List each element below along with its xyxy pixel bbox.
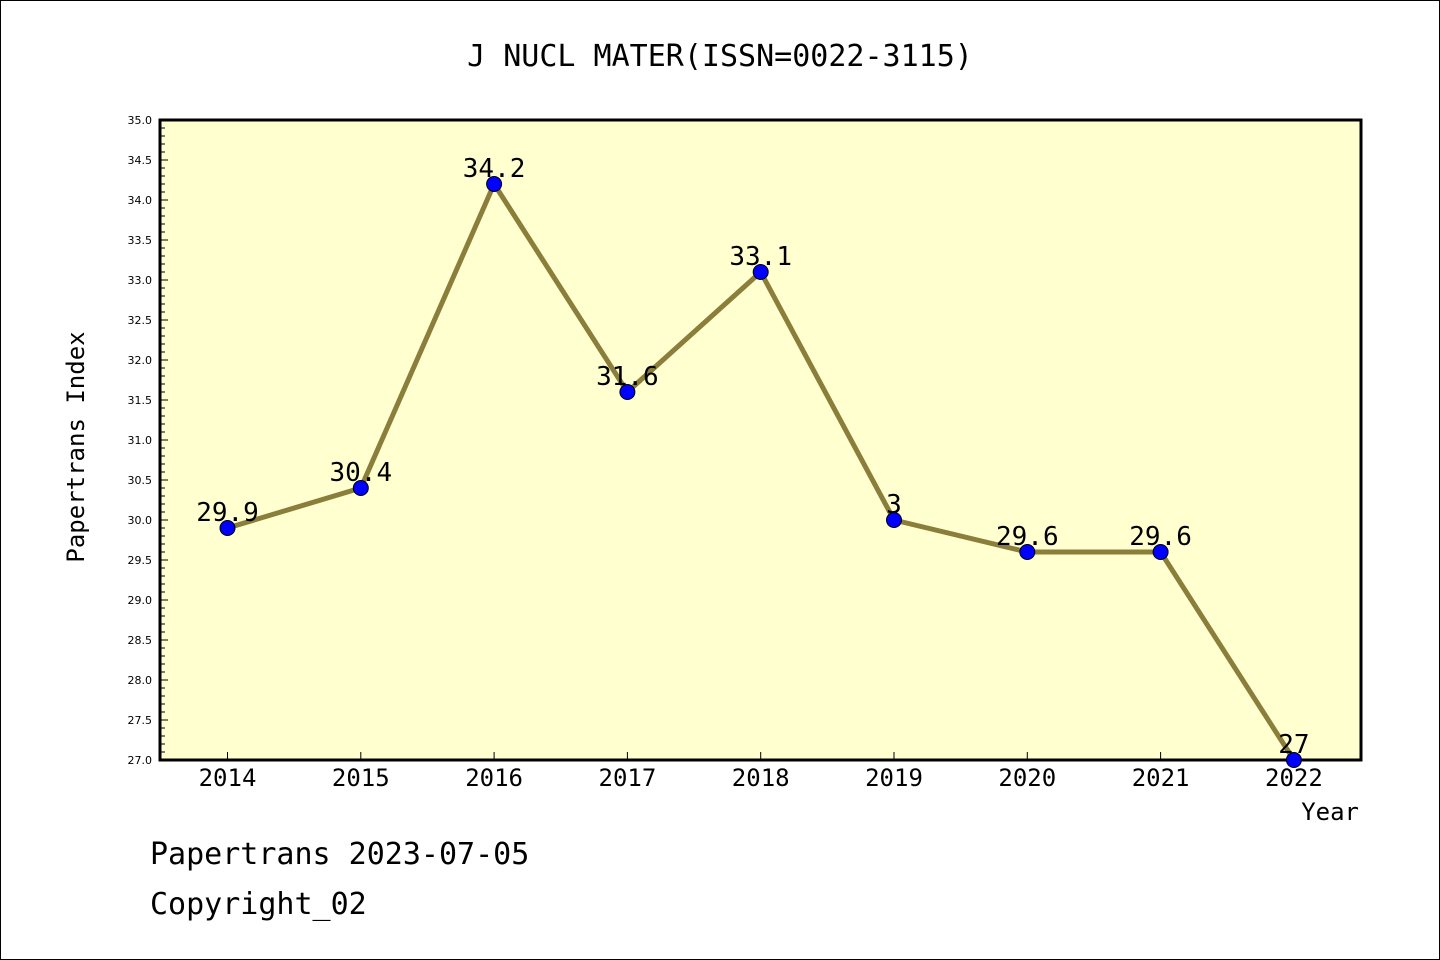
chart-title: J NUCL MATER(ISSN=0022-3115): [467, 39, 973, 74]
y-tick-label: 32.0: [128, 354, 153, 367]
x-tick-label: 2019: [865, 764, 923, 792]
data-point: [1019, 544, 1036, 560]
y-tick-label: 35.0: [128, 114, 153, 127]
data-points: [219, 176, 1302, 768]
data-point: [486, 176, 503, 192]
y-tick-label: 33.5: [128, 234, 153, 247]
data-point: [752, 264, 769, 280]
x-axis: 2014 2015 2016 2017 2018 2019 2020 2021 2022: [199, 752, 1323, 792]
data-label: 33.1: [729, 242, 792, 272]
y-tick-label: 31.5: [128, 394, 153, 407]
footer-date: Papertrans 2023-07-05: [150, 837, 529, 872]
x-tick-label: 2020: [998, 764, 1056, 792]
y-tick-label: 33.0: [128, 274, 153, 287]
y-tick-label: 30.0: [128, 514, 153, 527]
y-axis-label: Papertrans Index: [62, 331, 90, 562]
data-label: 31.6: [596, 362, 659, 392]
x-tick-label: 2022: [1265, 764, 1323, 792]
data-label: 29.9: [196, 498, 259, 528]
data-point: [619, 384, 636, 400]
y-tick-label: 32.5: [128, 314, 153, 327]
data-label: 27: [1278, 730, 1309, 760]
y-axis: 27.0 27.5 28.0 28.5 29.0 29.5 30.0 30.5 31.0 31.5…: [128, 114, 168, 767]
data-labels: 29.9 30.4 34.2 31.6 33.1 3 29.6 29.6 27: [196, 154, 1309, 760]
x-tick-label: 2018: [732, 764, 790, 792]
y-tick-label: 30.5: [128, 474, 153, 487]
data-point: [352, 480, 369, 496]
y-tick-label: 27.0: [128, 754, 153, 767]
plot-area: [158, 118, 1363, 762]
data-label: 3: [886, 490, 902, 520]
data-label: 34.2: [463, 154, 526, 184]
data-point: [219, 520, 236, 536]
data-label: 30.4: [329, 458, 392, 488]
x-tick-label: 2015: [332, 764, 390, 792]
y-tick-label: 29.5: [128, 554, 153, 567]
x-tick-label: 2017: [599, 764, 657, 792]
y-tick-label: 34.5: [128, 154, 153, 167]
y-tick-label: 27.5: [128, 714, 153, 727]
y-tick-label: 29.0: [128, 594, 153, 607]
x-tick-label: 2016: [465, 764, 523, 792]
x-tick-label: 2014: [199, 764, 257, 792]
data-point: [886, 512, 902, 528]
data-label: 29.6: [1129, 522, 1192, 552]
y-tick-label: 28.5: [128, 634, 153, 647]
x-axis-label: Year: [1301, 798, 1359, 826]
data-label: 29.6: [996, 522, 1059, 552]
footer-copyright: Copyright_02: [150, 887, 367, 922]
y-tick-label: 28.0: [128, 674, 153, 687]
data-point: [1152, 544, 1169, 560]
x-tick-label: 2021: [1132, 764, 1190, 792]
y-tick-label: 31.0: [128, 434, 153, 447]
data-point: [1285, 752, 1302, 768]
y-tick-label: 34.0: [128, 194, 153, 207]
